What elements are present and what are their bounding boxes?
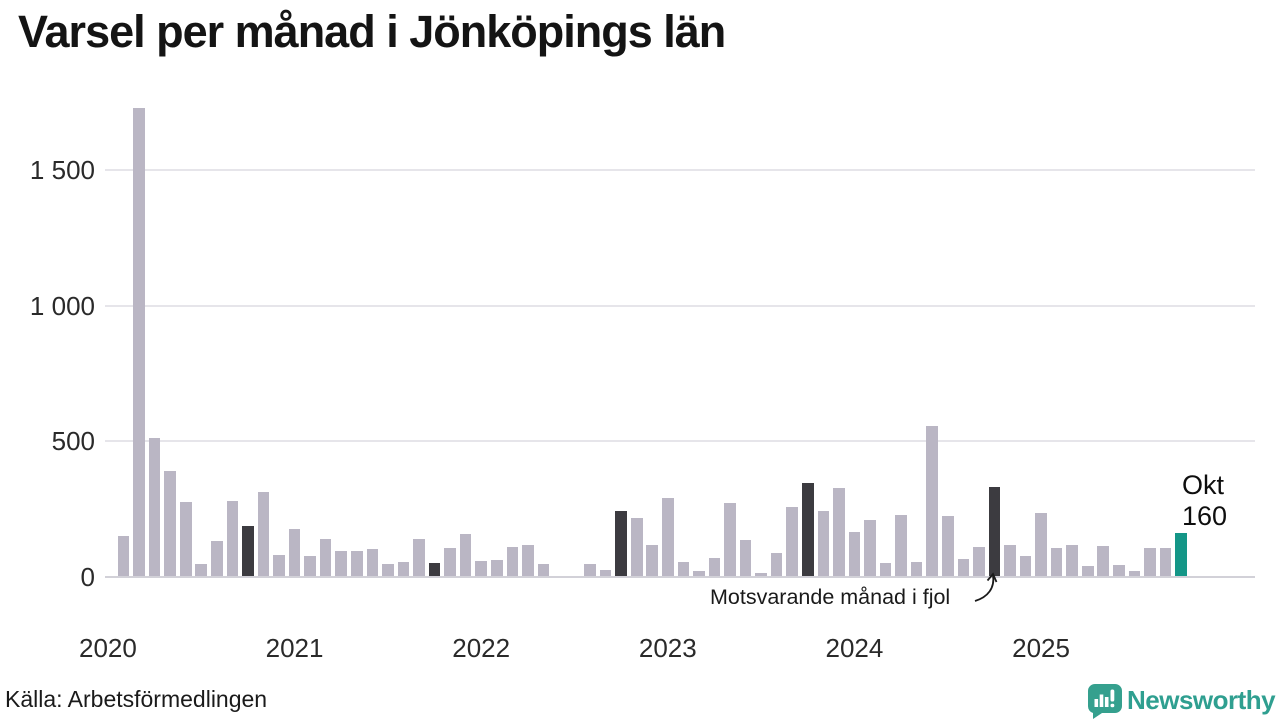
bar-2022-02 xyxy=(490,560,503,577)
bar-2021-07 xyxy=(382,564,394,577)
brand: Newsworthy xyxy=(1086,682,1280,720)
bar-2024-11 xyxy=(1004,545,1016,577)
bar-2022-11 xyxy=(630,518,643,577)
bar-2024-01 xyxy=(848,531,861,577)
bar-2024-06 xyxy=(926,426,938,577)
bar-2023-01 xyxy=(662,497,674,577)
x-axis-label-2022: 2022 xyxy=(452,633,511,663)
annotation-text: Motsvarande månad i fjol xyxy=(710,585,951,609)
bar-2021-06 xyxy=(366,549,379,577)
bar-2025-03 xyxy=(1066,545,1078,577)
bar-2023-11 xyxy=(817,511,830,577)
bar-2023-12 xyxy=(833,488,845,577)
bar-2025-01 xyxy=(1035,512,1047,577)
bar-2023-10-fjol xyxy=(801,483,814,577)
bar-2023-05 xyxy=(724,503,736,577)
bar-2021-08 xyxy=(397,561,410,577)
bar-2020-06 xyxy=(179,501,192,577)
bar-2024-03 xyxy=(879,562,892,577)
x-axis-label-2024: 2024 xyxy=(825,633,884,663)
bar-2025-02 xyxy=(1050,548,1063,577)
bar-2022-04 xyxy=(522,545,534,577)
bar-2021-11 xyxy=(444,548,456,577)
current-month-name: Okt xyxy=(1182,470,1225,500)
bar-2020-12 xyxy=(273,554,285,577)
bar-2023-07 xyxy=(755,573,767,577)
brand-name: Newsworthy xyxy=(1127,685,1276,715)
bar-2020-03 xyxy=(133,107,145,577)
bar-2021-03 xyxy=(319,538,332,577)
bar-2021-10-fjol xyxy=(428,562,441,577)
bar-2024-10-fjol xyxy=(988,487,1001,577)
x-axis-label-2020: 2020 xyxy=(79,633,137,663)
bar-2023-06 xyxy=(739,539,752,577)
bar-2021-12 xyxy=(459,534,472,577)
current-month-value: 160 xyxy=(1182,501,1228,531)
bar-2024-04 xyxy=(895,514,907,577)
bar-2020-10-fjol xyxy=(242,526,254,577)
bar-2021-01 xyxy=(288,529,301,577)
newsworthy-logo-icon xyxy=(1087,684,1122,719)
gridline-1500 xyxy=(105,169,1255,171)
bar-2022-03 xyxy=(506,546,519,577)
bar-2024-05 xyxy=(910,561,923,577)
current-month-label: Okt 160 xyxy=(1182,470,1227,532)
bar-2022-01 xyxy=(475,561,487,577)
bar-2025-06 xyxy=(1113,564,1125,577)
page-title: Varsel per månad i Jönköpings län xyxy=(18,6,726,57)
gridline-500 xyxy=(105,440,1255,442)
bar-2021-05 xyxy=(350,550,363,577)
bar-2021-02 xyxy=(304,556,316,577)
bar-2023-04 xyxy=(708,557,721,577)
bar-2024-08 xyxy=(957,558,970,577)
bar-2022-05 xyxy=(537,564,550,577)
bar-2020-02 xyxy=(117,535,130,577)
bar-2022-10-fjol xyxy=(615,511,627,577)
bar-2025-05 xyxy=(1097,546,1110,577)
bar-2021-09 xyxy=(413,538,425,577)
bar-2023-09 xyxy=(786,507,799,577)
bar-2020-11 xyxy=(257,492,270,577)
bar-2020-08 xyxy=(211,541,223,577)
bar-2020-09 xyxy=(226,500,239,577)
x-axis-label-2023: 2023 xyxy=(638,633,697,663)
source-text: Källa: Arbetsförmedlingen xyxy=(5,686,268,712)
bar-2025-08 xyxy=(1144,548,1156,577)
annotation-fjol: Motsvarande månad i fjol xyxy=(710,585,950,610)
bar-2023-02 xyxy=(677,561,690,577)
y-axis-label-500: 500 xyxy=(51,426,95,456)
bar-2024-02 xyxy=(864,519,876,577)
bar-2021-04 xyxy=(335,550,348,577)
annotation-arrow-icon xyxy=(974,572,998,602)
bar-2024-07 xyxy=(941,516,954,577)
bar-2020-05 xyxy=(164,470,176,577)
bar-2025-09 xyxy=(1159,548,1172,577)
bar-2024-12 xyxy=(1019,556,1032,577)
bar-2024-09 xyxy=(973,546,985,577)
bar-2020-04 xyxy=(148,438,161,577)
bar-2025-10-current xyxy=(1175,533,1187,577)
y-axis-label-1500: 1 500 xyxy=(29,155,95,185)
bar-2020-07 xyxy=(195,564,208,577)
bar-2025-07 xyxy=(1128,570,1141,577)
bar-2022-12 xyxy=(646,545,659,577)
bar-2023-03 xyxy=(693,570,705,577)
x-axis-label-2021: 2021 xyxy=(265,633,324,663)
y-axis-label-0: 0 xyxy=(80,561,95,592)
gridline-0 xyxy=(105,575,1255,578)
x-axis-label-2025: 2025 xyxy=(1012,633,1070,663)
gridline-1000 xyxy=(105,304,1255,307)
bar-2023-08 xyxy=(770,553,783,577)
bar-2025-04 xyxy=(1081,566,1094,577)
y-axis-label-1000: 1 000 xyxy=(29,290,95,321)
bar-2022-09 xyxy=(599,569,612,577)
bar-2022-08 xyxy=(584,564,596,577)
